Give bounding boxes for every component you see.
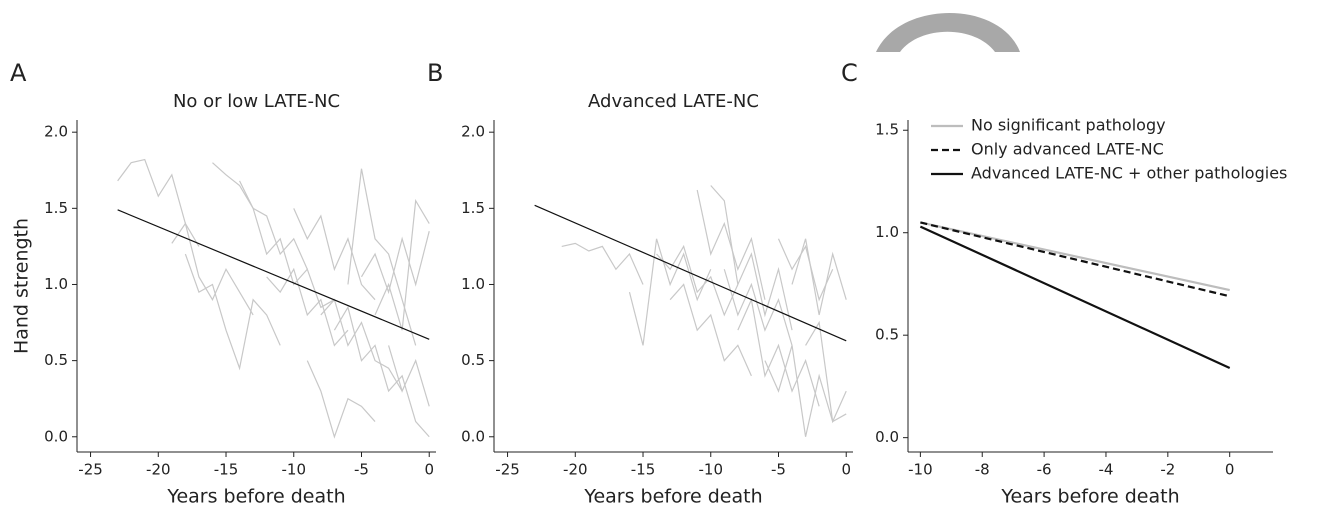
y-tick-label: 1.0 [44,275,68,293]
series-line [347,168,417,346]
y-tick-label: 0.5 [44,351,68,369]
y-tick-label: 1.5 [461,199,485,217]
x-tick-label: 0 [841,461,851,479]
series-line [184,253,281,371]
panel-label: C [841,59,858,87]
series-line [764,345,847,437]
x-tick-label: -25 [78,461,103,479]
y-tick-label: 0.5 [461,351,485,369]
series-line [696,189,766,300]
legend-label: No significant pathology [971,116,1166,135]
series-line [919,225,1231,369]
x-tick-label: 0 [424,461,434,479]
x-tick-label: -20 [563,461,588,479]
y-tick-label: 2.0 [44,123,68,141]
y-tick-label: 1.0 [461,275,485,293]
x-tick-label: -15 [631,461,656,479]
series-line [777,238,834,302]
series-line [374,198,430,331]
x-tick-label: -4 [1098,461,1113,479]
series-line [628,238,712,346]
series-line [117,209,430,340]
series-line [534,204,847,342]
series-line [920,221,1230,298]
x-tick-label: -25 [495,461,520,479]
x-axis-label: Years before death [166,486,345,508]
x-tick-label: -15 [214,461,239,479]
y-tick-label: 0.0 [44,427,68,445]
legend-label: Only advanced LATE-NC [971,140,1164,159]
x-axis-label: Years before death [1000,486,1179,508]
y-axis-label: Hand strength [11,218,33,354]
y-tick-label: 1.5 [44,199,68,217]
y-tick-label: 0.5 [875,326,899,344]
series-line [360,231,430,295]
x-tick-label: -8 [975,461,990,479]
y-tick-label: 2.0 [461,123,485,141]
x-tick-label: 0 [1225,461,1235,479]
x-tick-label: -10 [908,461,933,479]
y-tick-label: 1.0 [875,223,899,241]
series-line [320,298,403,392]
series-line [388,345,430,407]
series-line [805,320,847,423]
series-line [669,283,752,377]
series-line [723,269,793,346]
x-tick-label: -5 [354,461,369,479]
x-axis-label: Years before death [583,486,762,508]
series-line [920,221,1230,292]
x-tick-label: -6 [1037,461,1052,479]
panel-title: No or low LATE-NC [173,91,340,112]
y-tick-label: 1.5 [875,121,899,139]
x-tick-label: -2 [1160,461,1175,479]
series-line [171,222,254,316]
series-line [561,242,644,285]
series-line [212,162,308,270]
series-line [791,238,847,316]
series-line [306,360,376,439]
x-tick-label: -10 [699,461,724,479]
series-line [710,185,793,331]
y-tick-label: 0.0 [461,427,485,445]
decoration [876,13,1020,52]
y-tick-label: 0.0 [875,428,899,446]
panel-title: Advanced LATE-NC [588,91,759,112]
x-tick-label: -20 [146,461,171,479]
series-line [239,180,335,309]
x-tick-label: -10 [282,461,307,479]
x-tick-label: -5 [771,461,786,479]
panel-label: A [10,59,27,87]
series-line [656,244,739,317]
series-line [266,267,349,347]
series-line [293,208,376,301]
series-line [333,305,430,438]
panel-label: B [427,59,443,87]
legend-label: Advanced LATE-NC + other pathologies [971,164,1287,183]
series-line [117,158,200,247]
